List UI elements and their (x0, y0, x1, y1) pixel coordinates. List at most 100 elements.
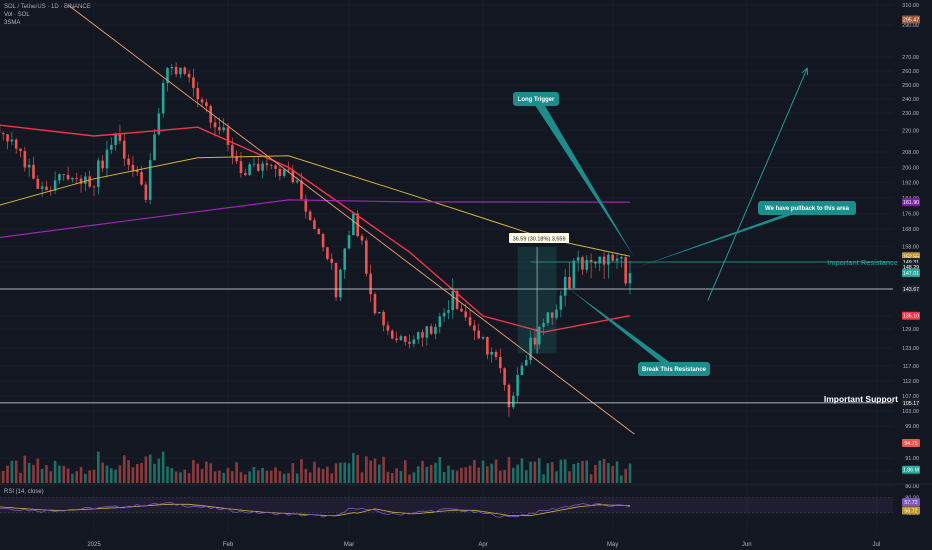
volume-bar (187, 473, 191, 483)
volume-bar (269, 470, 273, 483)
volume-bar (568, 471, 571, 483)
price-tick-label: 310.00 (902, 3, 919, 9)
candle-body (589, 259, 593, 262)
candle-body (343, 248, 347, 270)
candle-body (429, 326, 433, 334)
volume-bar (58, 465, 61, 483)
volume-bar (308, 472, 312, 483)
volume-bar (486, 466, 489, 483)
price-badge-bg (902, 262, 920, 271)
volume-bar (481, 460, 485, 483)
candle-body (278, 168, 282, 176)
volume-bar (209, 463, 213, 483)
volume-bar (520, 458, 524, 483)
candle-body (226, 127, 230, 145)
candle-body (144, 184, 148, 200)
candle-body (265, 163, 269, 166)
volume-bar (464, 467, 468, 483)
volume-bar (576, 462, 580, 483)
candle-body (53, 180, 57, 191)
price-badge: 143.67 (903, 287, 919, 293)
candle-body (239, 161, 243, 174)
price-badge: 152.55 (903, 254, 919, 260)
candle-body (71, 177, 74, 180)
volume-bar (326, 466, 329, 483)
volume-bar (386, 471, 390, 483)
volume-bar (516, 464, 519, 483)
candle-body (360, 236, 364, 241)
time-tick-label: Jul (873, 542, 881, 548)
volume-bar (416, 466, 420, 483)
candle-body (122, 140, 126, 159)
volume-bar (127, 460, 130, 483)
candle-body (581, 257, 584, 270)
candle-body (486, 337, 489, 355)
candle-body (339, 269, 342, 298)
volume-bar (231, 471, 234, 483)
candle-body (148, 160, 152, 200)
long-trigger-callout-pointer (531, 99, 635, 258)
volume-bar (122, 455, 126, 483)
price-badge-bg (902, 465, 920, 474)
candle-body (503, 368, 506, 385)
volume-bar (369, 460, 372, 483)
candle-body (231, 144, 234, 157)
volume-bar (179, 472, 182, 483)
candle-body (287, 169, 290, 171)
price-tick-label: 129.00 (902, 327, 919, 333)
price-tick-label: 220.00 (902, 129, 919, 135)
volume-bar (235, 462, 238, 483)
candle-body (304, 199, 308, 212)
price-badge-bg (902, 285, 920, 293)
price-badge-bg (902, 269, 920, 278)
volume-bar (109, 468, 113, 483)
candle-body (92, 186, 96, 188)
time-tick-label: Mar (344, 542, 354, 548)
volume-bar (524, 470, 528, 483)
volume-bar (243, 474, 247, 483)
volume-bar (222, 472, 225, 483)
volume-bar (421, 460, 424, 483)
candle-body (390, 330, 394, 339)
candle-body (179, 67, 182, 75)
candle-body (499, 357, 502, 369)
price-tick-label: 107.00 (902, 394, 919, 400)
break-resistance-callout-pointer (569, 289, 679, 369)
candle-body (481, 337, 485, 339)
volume-bar (192, 459, 195, 483)
candle-body (442, 312, 446, 317)
volume-bar (494, 459, 498, 483)
candle-body (416, 332, 420, 340)
candle-body (559, 295, 563, 310)
volume-bar (53, 460, 57, 483)
volume-bar (153, 463, 156, 483)
volume-bar (71, 473, 74, 483)
candle-body (66, 175, 70, 180)
candle-body (209, 106, 213, 123)
candle-body (27, 164, 31, 168)
candle-body (447, 310, 450, 313)
candle-body (460, 308, 463, 312)
volume-bar (252, 467, 256, 483)
volume-bar (360, 472, 364, 483)
price-tick-label: 99.00 (905, 424, 919, 430)
volume-bar (101, 462, 104, 483)
time-tick-label: 2025 (87, 542, 101, 548)
candle-body (369, 273, 372, 295)
volume-bar (248, 471, 251, 483)
price-tick-label: 80.00 (905, 484, 919, 490)
price-tick-label: 270.00 (902, 55, 919, 61)
candle-body (395, 338, 398, 341)
volume-bar (399, 471, 403, 483)
price-badge-bg (902, 198, 920, 207)
volume-bar (442, 471, 446, 483)
price-tick-label: 158.00 (902, 245, 919, 251)
volume-bar (118, 465, 122, 483)
price-tick-label: 117.00 (903, 364, 919, 370)
candle-body (568, 276, 571, 289)
volume-bar (278, 471, 282, 483)
volume-bar (429, 464, 433, 483)
volume-bar (572, 463, 576, 483)
volume-bar (373, 458, 377, 483)
